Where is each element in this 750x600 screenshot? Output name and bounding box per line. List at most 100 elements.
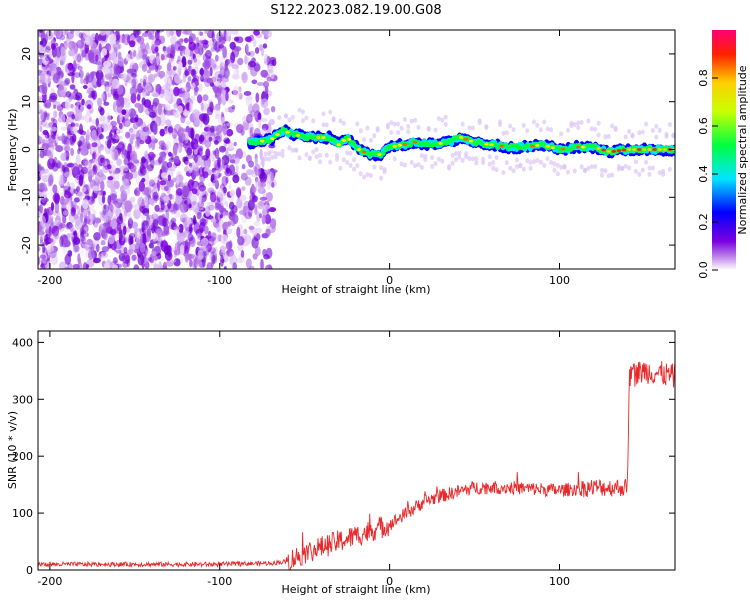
noise-blob: [58, 214, 63, 219]
noise-blob: [209, 253, 214, 262]
noise-blob: [149, 179, 155, 187]
noise-blob: [38, 231, 45, 236]
noise-blob: [132, 168, 136, 173]
noise-blob: [173, 111, 179, 118]
noise-blob: [189, 102, 194, 112]
noise-blob: [143, 74, 147, 83]
noise-blob: [201, 39, 209, 45]
noise-blob: [251, 195, 258, 203]
noise-blob: [259, 213, 263, 219]
noise-blob: [101, 92, 106, 101]
noise-blob: [184, 222, 190, 233]
noise-blob: [248, 160, 255, 168]
ridge-halo: [355, 121, 360, 127]
noise-blob: [90, 90, 96, 99]
ridge-peak: [621, 148, 627, 152]
noise-blob: [46, 206, 54, 216]
ridge-halo: [457, 154, 462, 160]
noise-blob: [54, 202, 60, 214]
noise-blob: [210, 47, 216, 52]
noise-blob: [96, 243, 100, 253]
noise-blob: [184, 70, 190, 77]
noise-blob: [136, 94, 141, 102]
ridge-halo: [443, 114, 448, 120]
noise-blob: [118, 263, 122, 269]
noise-blob: [178, 61, 183, 69]
noise-blob: [50, 117, 55, 122]
noise-blob: [48, 121, 53, 128]
noise-blob: [48, 121, 56, 128]
noise-blob: [188, 41, 196, 51]
noise-blob: [134, 228, 142, 233]
noise-blob: [38, 43, 41, 51]
noise-blob: [204, 30, 210, 34]
ridge-halo: [402, 162, 407, 168]
noise-blob: [75, 109, 82, 121]
noise-blob: [117, 141, 125, 152]
noise-blob: [126, 68, 135, 74]
noise-blob: [200, 75, 205, 82]
noise-blob: [134, 189, 138, 196]
noise-blob: [216, 224, 221, 233]
ridge-halo: [535, 122, 540, 128]
noise-blob: [209, 232, 216, 237]
noise-blob: [229, 159, 236, 164]
noise-blob: [66, 138, 71, 148]
noise-blob: [38, 96, 42, 102]
noise-blob: [164, 89, 171, 102]
noise-blob: [65, 99, 71, 110]
noise-blob: [201, 247, 208, 253]
ridge-peak: [397, 143, 402, 147]
noise-blob: [70, 126, 78, 135]
noise-blob: [154, 204, 160, 212]
ridge-halo: [671, 133, 675, 139]
y-tick-label: -20: [20, 236, 33, 254]
noise-blob: [129, 117, 138, 123]
spectrogram-marks: [38, 30, 675, 269]
noise-blob: [95, 117, 100, 127]
noise-blob: [85, 72, 91, 80]
noise-blob: [63, 42, 70, 49]
noise-blob: [219, 63, 223, 71]
noise-blob: [226, 122, 234, 127]
ridge-halo: [501, 130, 506, 136]
snr-marks: [38, 361, 675, 570]
ridge-halo: [596, 120, 601, 126]
noise-blob: [39, 150, 45, 159]
noise-blob: [134, 102, 142, 108]
noise-blob: [201, 155, 209, 161]
noise-blob: [163, 185, 169, 192]
noise-blob: [40, 258, 48, 266]
ridge-halo: [545, 126, 550, 132]
noise-blob: [88, 117, 93, 123]
ridge-peak: [469, 139, 474, 143]
ridge-halo: [345, 160, 350, 165]
noise-blob: [260, 181, 266, 188]
noise-blob: [80, 130, 87, 136]
colorbar-tick-label: 0.6: [697, 117, 710, 135]
noise-blob: [178, 223, 184, 233]
noise-blob: [172, 177, 177, 183]
noise-blob: [160, 89, 165, 95]
noise-blob: [173, 258, 181, 267]
noise-blob: [263, 169, 268, 180]
noise-blob: [55, 162, 63, 169]
ridge-segment: [332, 137, 337, 143]
noise-blob: [166, 62, 172, 71]
ridge-halo: [338, 118, 343, 124]
noise-blob: [98, 43, 102, 53]
noise-blob: [156, 65, 162, 70]
noise-blob: [60, 113, 66, 124]
noise-blob: [125, 172, 133, 181]
noise-blob: [254, 163, 261, 176]
noise-blob: [174, 73, 181, 84]
x-tick-label: -200: [37, 575, 62, 588]
ridge-peak: [652, 148, 657, 151]
noise-blob: [170, 47, 176, 55]
noise-blob: [44, 229, 49, 234]
noise-blob: [166, 161, 173, 169]
noise-blob: [263, 204, 271, 210]
noise-blob: [132, 77, 138, 89]
ridge-halo: [518, 162, 523, 168]
noise-blob: [129, 48, 138, 59]
